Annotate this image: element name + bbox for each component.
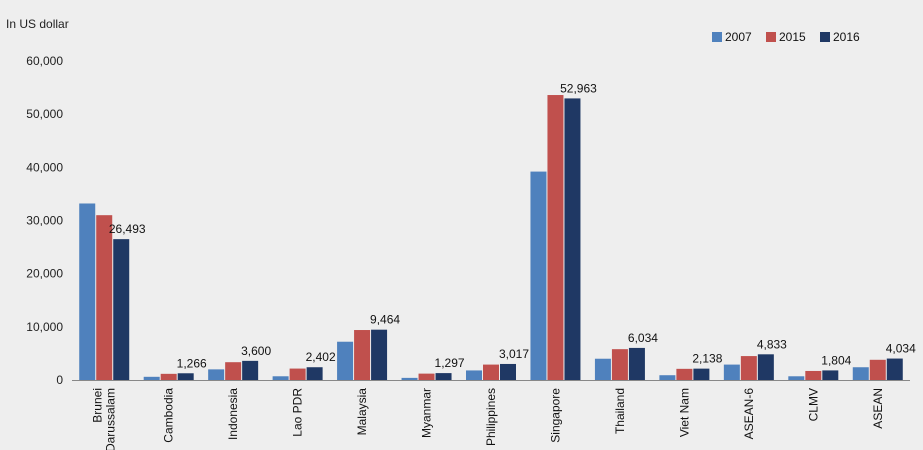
data-labels: 26,493 1,266 3,600 2,402 9,464 1,297 3,017 52,9… — [109, 81, 916, 370]
data-label: 4,833 — [757, 337, 787, 351]
bar-2007 — [337, 341, 354, 380]
bar-2016 — [564, 98, 581, 380]
bar-2015 — [96, 215, 113, 380]
y-tick-label: 0 — [56, 373, 63, 387]
legend: 2007 2015 2016 — [712, 30, 860, 44]
bar-2007 — [272, 376, 289, 380]
bar-2007 — [466, 370, 482, 380]
bar-2015 — [547, 95, 564, 380]
category-label: ASEAN — [871, 388, 885, 429]
bar-2016 — [113, 239, 130, 380]
legend-swatch-2007 — [712, 32, 722, 42]
data-label: 26,493 — [109, 222, 146, 236]
bar-2015 — [483, 364, 499, 380]
bar-2015 — [289, 368, 306, 380]
bar-2015 — [805, 370, 822, 380]
legend-label: 2007 — [725, 30, 752, 44]
category-label: Viet Nam — [677, 388, 691, 437]
bar-2016 — [371, 329, 388, 380]
data-label: 9,464 — [370, 313, 400, 327]
y-tick-label: 30,000 — [26, 214, 63, 228]
y-tick-label: 60,000 — [26, 54, 63, 68]
data-label: 1,266 — [177, 356, 207, 370]
bar-2015 — [418, 373, 435, 380]
data-label: 1,804 — [821, 353, 851, 367]
bar-2015 — [869, 359, 886, 380]
bar-2007 — [659, 375, 676, 380]
y-axis-unit-label: In US dollar — [6, 17, 69, 31]
bar-2016 — [693, 368, 710, 380]
bar-2007 — [852, 367, 869, 380]
category-label: ASEAN-6 — [742, 388, 756, 440]
category-labels: Brunei Darussalam Cambodia Indonesia Lao PDR… — [91, 388, 885, 450]
y-tick-label: 50,000 — [26, 107, 63, 121]
category-label: Indonesia — [226, 388, 240, 440]
legend-swatch-2015 — [766, 32, 776, 42]
bar-2007 — [143, 376, 160, 380]
data-label: 2,138 — [692, 352, 722, 366]
category-label: Brunei — [91, 388, 105, 423]
legend-swatch-2016 — [820, 32, 830, 42]
data-label: 4,034 — [886, 342, 916, 356]
category-label: Cambodia — [162, 388, 176, 443]
bar-2016 — [822, 370, 839, 380]
bar-2007 — [594, 358, 611, 380]
category-label: Lao PDR — [291, 388, 305, 437]
bar-2015 — [225, 362, 242, 380]
bar-2016 — [306, 367, 323, 380]
bar-2016 — [435, 373, 452, 380]
bar-2016 — [177, 373, 194, 380]
bar-2007 — [79, 203, 96, 380]
category-label: Philippines — [484, 388, 498, 446]
bars — [79, 95, 903, 380]
bar-2007 — [788, 376, 805, 380]
bar-2015 — [676, 368, 693, 380]
data-label: 3,017 — [499, 347, 529, 361]
data-label: 6,034 — [628, 331, 658, 345]
bar-2015 — [354, 330, 371, 380]
category-label: Malaysia — [355, 388, 369, 436]
data-label: 52,963 — [560, 81, 597, 95]
y-axis: 0 10,000 20,000 30,000 40,000 50,000 60,000 — [26, 54, 63, 387]
bar-2015 — [740, 356, 757, 380]
bar-2016 — [757, 354, 774, 380]
legend-label: 2015 — [779, 30, 806, 44]
category-label: CLMV — [806, 388, 820, 421]
data-label: 3,600 — [241, 344, 271, 358]
bar-2015 — [611, 349, 628, 380]
bar-2007 — [401, 377, 418, 380]
legend-label: 2016 — [833, 30, 860, 44]
y-tick-label: 10,000 — [26, 320, 63, 334]
category-label: Thailand — [613, 388, 627, 434]
y-tick-label: 20,000 — [26, 267, 63, 281]
category-label: Singapore — [548, 388, 562, 443]
bar-2016 — [242, 360, 259, 380]
y-tick-label: 40,000 — [26, 160, 63, 174]
bar-2007 — [530, 171, 547, 380]
category-label: Myanmar — [420, 388, 434, 438]
bar-2016 — [628, 347, 645, 380]
bar-2016 — [886, 358, 903, 380]
bar-2016 — [500, 363, 516, 380]
data-label: 2,402 — [306, 350, 336, 364]
bar-2007 — [723, 364, 740, 380]
bar-2007 — [208, 369, 225, 380]
category-label: Darussalam — [104, 388, 118, 450]
data-label: 1,297 — [435, 356, 465, 370]
bar-2015 — [160, 373, 177, 380]
